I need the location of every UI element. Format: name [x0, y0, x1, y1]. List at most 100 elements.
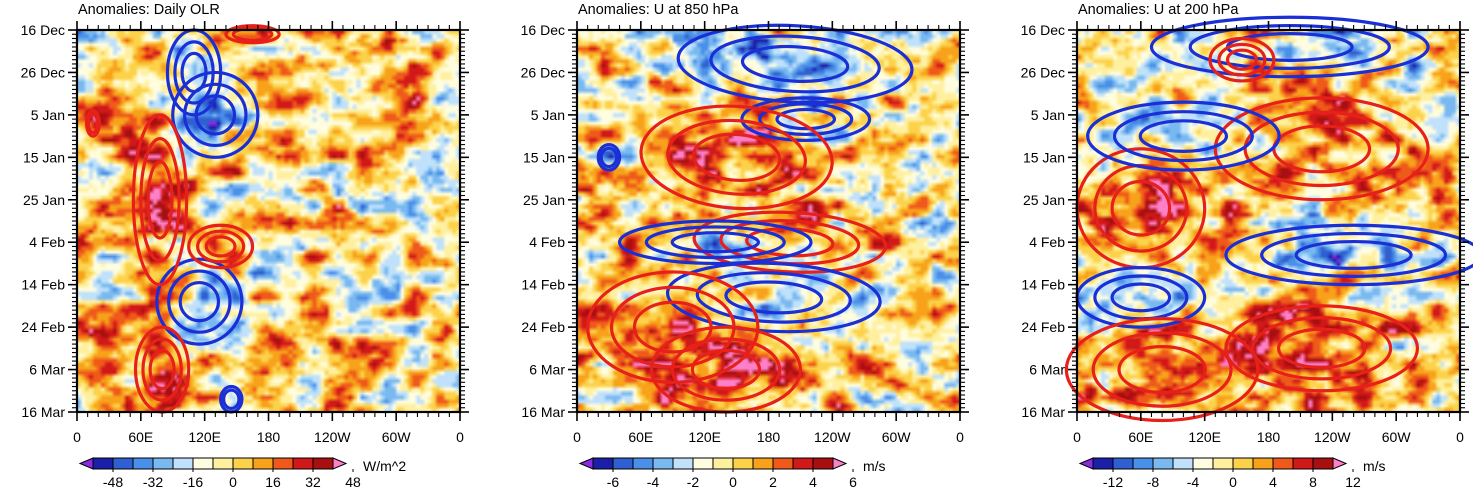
x-tick-label: 180 [257, 429, 281, 445]
y-tick-label: 4 Feb [529, 234, 565, 250]
positive-contour [1217, 42, 1267, 77]
negative-contour [180, 51, 208, 94]
panel-3: Anomalies: U at 200 hPa 16 Dec 26 Dec 5 Jan… [1021, 2, 1473, 490]
x-tick-label: 0 [456, 429, 464, 445]
colorbar-cell [632, 457, 654, 470]
colorbar-units: W/m^2 [363, 458, 406, 474]
negative-contour [173, 40, 215, 105]
negative-contour [1260, 231, 1448, 278]
negative-contour [709, 34, 881, 94]
negative-contour [775, 107, 837, 131]
colorbar-3: -12 -8 -4 0 4 8 12m/s [1078, 457, 1386, 490]
y-tick-label: 4 Feb [1029, 234, 1065, 250]
positive-contour [141, 337, 183, 402]
colorbar-1: -48 -32 -16 0 16 32 48W/m^2 [78, 457, 406, 490]
x-tick-label: 120E [688, 429, 721, 445]
y-tick-label: 26 Dec [521, 64, 565, 80]
colorbar-max-arrow [332, 457, 348, 470]
colorbar-label: 48 [345, 474, 361, 490]
y-tick-label: 6 Mar [29, 362, 65, 378]
x-tick-label: 0 [956, 429, 964, 445]
positive-contour [1251, 316, 1393, 381]
y-tick-label: 25 Jan [23, 192, 65, 208]
colorbar-cell [652, 457, 674, 470]
colorbar-cell [252, 457, 274, 470]
y-tick-label: 25 Jan [1023, 192, 1065, 208]
positive-contour [131, 113, 189, 287]
positive-contour [1277, 327, 1367, 370]
colorbar-min-arrow [578, 457, 594, 470]
colorbar-label: 0 [229, 474, 237, 490]
y-tick-label: 16 Dec [1021, 22, 1065, 38]
y-tick-label: 24 Feb [521, 319, 565, 335]
colorbar-label: 0 [1229, 474, 1237, 490]
positive-contour [691, 132, 782, 183]
negative-contour [740, 44, 850, 83]
colorbar-max-arrow [832, 457, 848, 470]
positive-contour [148, 348, 176, 391]
x-tick-label: 60W [382, 429, 412, 445]
negative-contour [1224, 223, 1473, 287]
negative-contour [222, 388, 241, 411]
positive-contour [1225, 48, 1258, 71]
colorbar-label: 0 [729, 474, 737, 490]
panel-title: Anomalies: U at 850 hPa [578, 2, 739, 18]
x-tick-label: 120W [1314, 429, 1351, 445]
colorbar-cell [692, 457, 714, 470]
colorbar-label: -16 [183, 474, 203, 490]
x-tick-label: 60W [1382, 429, 1412, 445]
y-tick-label: 4 Feb [29, 234, 65, 250]
colorbar-cell [1212, 457, 1234, 470]
colorbar-max-arrow [1332, 457, 1348, 470]
colorbar-label: -2 [687, 474, 700, 490]
y-tick-label: 5 Jan [1031, 107, 1065, 123]
colorbar-cell [792, 457, 814, 470]
colorbar-label: -12 [1103, 474, 1123, 490]
colorbar-label: 4 [1269, 474, 1277, 490]
colorbar-label: -4 [647, 474, 660, 490]
x-tick-label: 60E [1128, 429, 1153, 445]
negative-contour [665, 261, 882, 334]
positive-contour [1117, 345, 1207, 395]
negative-contour [171, 70, 260, 159]
x-tick-label: 0 [1456, 429, 1464, 445]
y-tick-label: 25 Jan [523, 192, 565, 208]
positive-contour [692, 210, 888, 274]
y-tick-label: 14 Feb [1021, 277, 1065, 293]
colorbar-cell [712, 457, 734, 470]
colorbar-cell [1092, 457, 1114, 470]
colorbar-cell [1292, 457, 1314, 470]
x-tick-label: 60E [628, 429, 653, 445]
positive-contour [196, 229, 246, 264]
y-tick-label: 16 Mar [521, 404, 565, 420]
positive-contour [586, 270, 760, 384]
colorbar-cell [1272, 457, 1294, 470]
x-tick-label: 120E [1188, 429, 1221, 445]
x-tick-label: 120W [814, 429, 851, 445]
y-tick-label: 16 Mar [1021, 404, 1065, 420]
negative-contour [1112, 110, 1254, 163]
colorbar-cell [1172, 457, 1194, 470]
colorbar-cell [292, 457, 314, 470]
colorbar-label: 12 [1345, 474, 1361, 490]
x-tick-label: 180 [1257, 429, 1281, 445]
positive-contour [1091, 331, 1233, 408]
positive-contour [224, 24, 281, 45]
x-tick-label: 120W [314, 429, 351, 445]
colorbar-label: 16 [265, 474, 281, 490]
y-tick-label: 24 Feb [1021, 319, 1065, 335]
negative-contour [724, 280, 824, 315]
positive-contour [204, 235, 237, 258]
colorbar-cell [172, 457, 194, 470]
y-tick-label: 24 Feb [21, 319, 65, 335]
colorbar-label: -8 [1147, 474, 1160, 490]
colorbar-cell [1112, 457, 1134, 470]
y-tick-label: 26 Dec [21, 64, 65, 80]
colorbar-cell [672, 457, 694, 470]
colorbar-cell [752, 457, 774, 470]
x-tick-label: 180 [757, 429, 781, 445]
colorbar-cell [92, 457, 114, 470]
positive-contour [690, 348, 762, 391]
colorbar-min-arrow [78, 457, 94, 470]
